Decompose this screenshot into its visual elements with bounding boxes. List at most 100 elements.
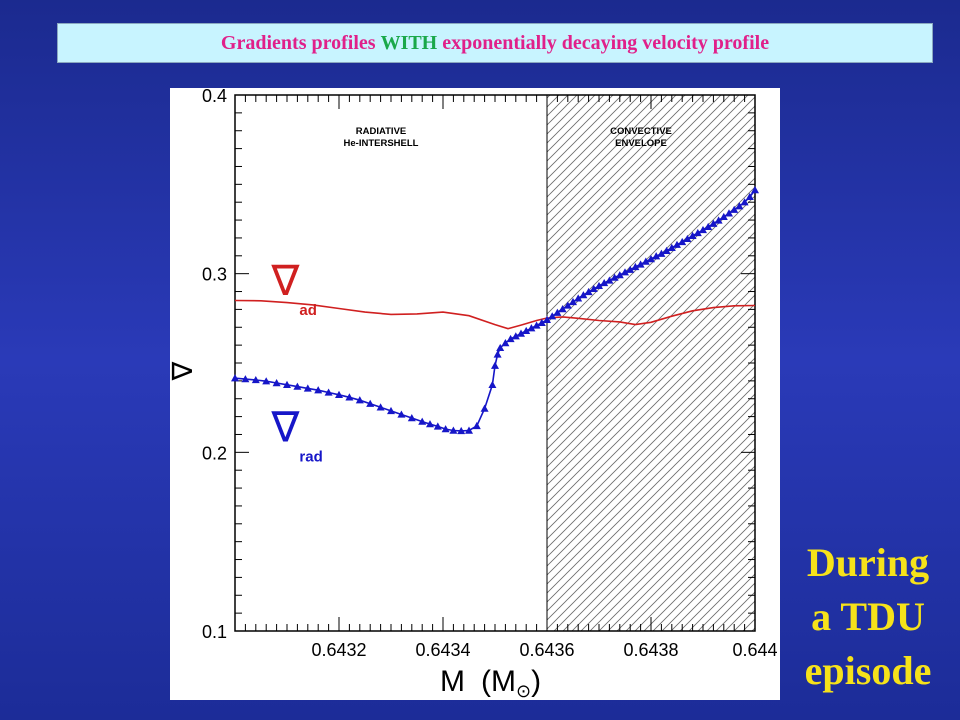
series-label-symbol: ∇ — [270, 257, 300, 304]
x-axis-title: M (M⊙) — [440, 665, 541, 700]
caption-line: a TDU — [811, 594, 925, 639]
x-axis-title-unit-open: (M — [481, 665, 516, 698]
series-line-ad — [234, 299, 756, 330]
data-point-rad — [719, 212, 728, 221]
y-tick-label: 0.2 — [202, 443, 227, 463]
data-point-rad — [472, 421, 481, 430]
data-point-rad — [314, 386, 323, 394]
convective-region-hatch — [547, 95, 755, 631]
data-point-rad — [251, 375, 260, 384]
data-point-rad — [262, 377, 271, 385]
data-point-rad — [751, 186, 759, 194]
title-post: exponentially decaying velocity profile — [437, 31, 770, 54]
data-point-rad — [631, 262, 640, 271]
data-point-rad — [376, 403, 385, 411]
data-point-rad — [506, 334, 515, 343]
data-point-rad — [667, 243, 676, 251]
data-point-rad — [647, 255, 655, 263]
data-point-rad — [725, 209, 733, 217]
caption-line: episode — [804, 648, 932, 693]
data-point-rad — [610, 273, 619, 281]
data-point-rad — [407, 414, 416, 422]
region-label: CONVECTIVE — [610, 126, 672, 137]
y-tick-label: 0.1 — [202, 622, 227, 642]
data-point-rad — [231, 374, 239, 382]
data-point-rad — [418, 417, 427, 425]
data-point-rad — [457, 426, 466, 435]
data-point-rad — [615, 271, 624, 279]
data-point-rad — [553, 308, 562, 316]
data-point-rad — [657, 249, 666, 257]
data-point-rad — [303, 384, 312, 392]
data-point-rad — [465, 426, 473, 434]
caption-line: During — [806, 540, 930, 585]
data-point-rad — [501, 338, 510, 347]
chart-panel: 0.1 0.2 0.3 0.4 0.6432 0.6434 0.6436 0.6438 0.64… — [167, 86, 780, 701]
data-point-rad — [699, 225, 707, 234]
data-point-rad — [605, 276, 614, 284]
data-point-rad — [745, 192, 754, 201]
x-axis-title-unit-symbol: ⊙ — [516, 681, 531, 700]
region-label: He-INTERSHELL — [344, 138, 419, 149]
region-label: ENVELOPE — [615, 138, 667, 149]
data-point-rad — [626, 265, 635, 273]
region-label: RADIATIVE — [356, 126, 407, 137]
data-point-rad — [543, 315, 551, 323]
y-axis-title: ∇ — [170, 361, 198, 381]
data-point-rad — [673, 240, 681, 248]
data-point-rad — [441, 425, 450, 433]
data-point-rad — [621, 268, 629, 276]
data-point-rad — [688, 231, 697, 239]
data-point-rad — [241, 375, 250, 383]
data-point-rad — [527, 324, 536, 332]
data-point-rad — [532, 321, 541, 329]
data-point-rad — [283, 380, 291, 388]
title-highlight: WITH — [380, 31, 438, 54]
data-point-rad — [693, 228, 702, 237]
data-point-rad — [683, 234, 692, 243]
data-point-rad — [595, 281, 603, 290]
data-point-rad — [397, 410, 406, 418]
data-point-rad — [662, 246, 671, 254]
series-label-symbol: ∇ — [270, 404, 300, 451]
data-point-rad — [548, 312, 557, 320]
data-point-rad — [652, 252, 661, 260]
data-point-rad — [709, 219, 718, 227]
x-tick-label: 0.644 — [732, 640, 777, 660]
data-point-rad — [345, 393, 354, 401]
data-point-rad — [433, 422, 442, 430]
title-pre: Gradients profiles — [220, 31, 381, 54]
data-point-rad — [537, 318, 546, 326]
x-tick-label: 0.6432 — [311, 640, 366, 660]
data-point-rad — [355, 396, 364, 404]
data-point-rad — [600, 278, 609, 287]
data-point-rad — [636, 260, 645, 268]
data-point-rad — [272, 379, 281, 387]
data-point-rad — [735, 202, 744, 210]
slide-title: Gradients profiles WITH exponentially de… — [57, 23, 933, 63]
data-point-rad — [574, 294, 583, 302]
data-point-rad — [480, 404, 489, 412]
x-axis-title-main: M — [440, 665, 465, 698]
data-point-rad — [740, 198, 749, 206]
series-label-subscript: rad — [299, 449, 322, 466]
x-tick-label: 0.6438 — [623, 640, 678, 660]
data-point-rad — [491, 361, 499, 369]
data-point-rad — [714, 216, 723, 224]
data-point-rad — [366, 399, 375, 407]
y-tick-label: 0.4 — [202, 88, 227, 106]
data-point-rad — [678, 237, 687, 246]
data-point-rad — [589, 284, 598, 293]
series-label-subscript: ad — [299, 302, 317, 319]
episode-caption: During a TDU episode — [783, 536, 953, 698]
gradient-profiles-chart: 0.1 0.2 0.3 0.4 0.6432 0.6434 0.6436 0.6438 0.64… — [167, 86, 778, 701]
data-point-rad — [569, 297, 577, 306]
data-point-rad — [496, 343, 505, 352]
data-point-rad — [641, 257, 650, 265]
data-point-rad — [704, 222, 713, 231]
data-point-rad — [293, 382, 302, 390]
data-point-rad — [493, 350, 502, 358]
data-point-rad — [563, 301, 572, 309]
data-point-rad — [449, 426, 458, 434]
data-point-rad — [426, 420, 434, 428]
